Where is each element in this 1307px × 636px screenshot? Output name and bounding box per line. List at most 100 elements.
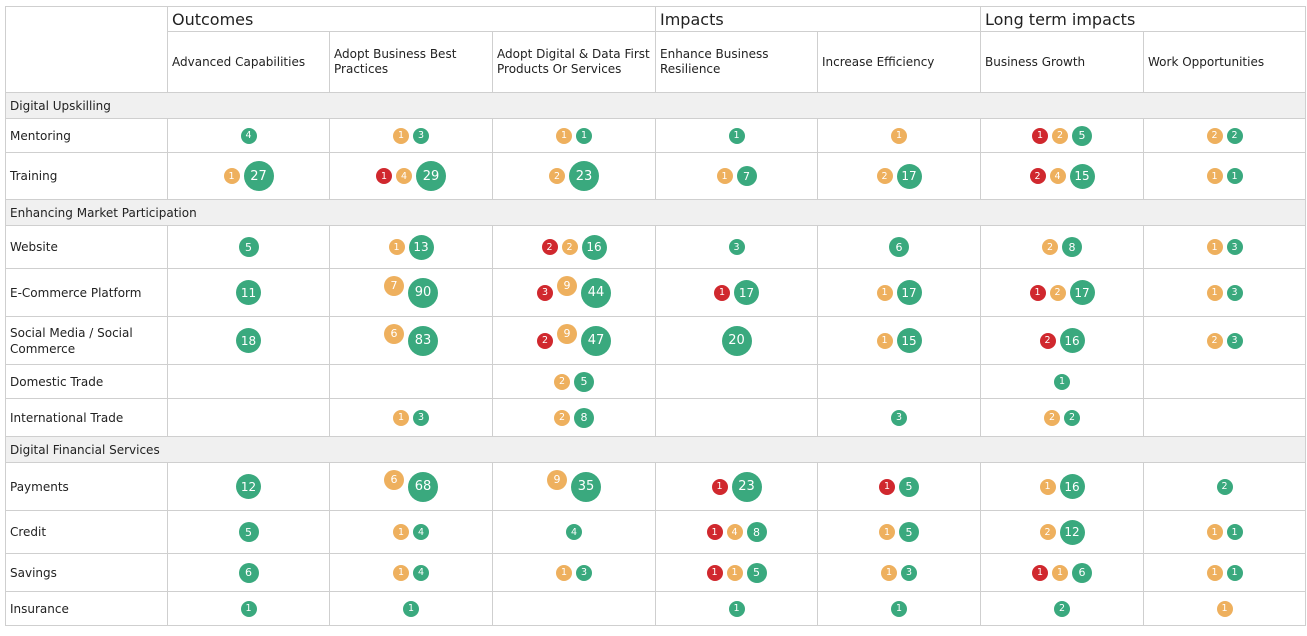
orange-count-bubble: 1 bbox=[1206, 524, 1223, 540]
matrix-cell bbox=[167, 398, 330, 437]
orange-count-bubble: 1 bbox=[1206, 239, 1223, 255]
orange-count-bubble: 1 bbox=[223, 168, 240, 184]
green-count-bubble: 1 bbox=[576, 127, 592, 144]
orange-count-bubble: 2 bbox=[1206, 127, 1223, 144]
row-label: Payments bbox=[5, 462, 168, 511]
green-count-bubble: 16 bbox=[1059, 474, 1085, 499]
green-count-bubble: 17 bbox=[1069, 280, 1095, 305]
green-count-bubble: 5 bbox=[746, 562, 767, 583]
column-header: Work Opportunities bbox=[1143, 31, 1306, 93]
orange-count-bubble: 6 bbox=[384, 469, 404, 490]
green-count-bubble: 23 bbox=[731, 471, 762, 502]
table-row: Website 5 1 13 2 2 16 3 6 2 8 1 3 bbox=[5, 225, 1306, 269]
column-header: Advanced Capabilities bbox=[167, 31, 330, 93]
green-count-bubble: 90 bbox=[408, 277, 438, 308]
matrix-cell: 1 13 bbox=[329, 225, 493, 269]
orange-count-bubble: 1 bbox=[388, 239, 405, 255]
section-label: Digital Financial Services bbox=[5, 436, 1306, 463]
green-count-bubble: 16 bbox=[581, 234, 607, 260]
green-count-bubble: 6 bbox=[1072, 562, 1092, 583]
table-row: Domestic Trade 2 5 1 bbox=[5, 364, 1306, 399]
row-label: Credit bbox=[5, 510, 168, 554]
red-count-bubble: 1 bbox=[706, 564, 723, 581]
table-row: Mentoring 4 1 3 1 1 1 1 1 2 5 2 2 bbox=[5, 118, 1306, 153]
corner-cell bbox=[5, 6, 168, 93]
green-count-bubble: 5 bbox=[574, 371, 594, 392]
green-count-bubble: 16 bbox=[1059, 328, 1085, 353]
row-label: Domestic Trade bbox=[5, 364, 168, 399]
matrix-cell: 6 bbox=[167, 553, 330, 592]
green-count-bubble: 27 bbox=[243, 161, 274, 191]
green-count-bubble: 1 bbox=[403, 600, 419, 617]
column-header: Adopt Business Best Practices bbox=[329, 31, 493, 93]
red-count-bubble: 1 bbox=[879, 478, 895, 495]
orange-count-bubble: 9 bbox=[557, 323, 577, 344]
column-header-row: Advanced Capabilities Adopt Business Best… bbox=[6, 31, 1306, 93]
orange-count-bubble: 4 bbox=[1049, 168, 1066, 184]
green-count-bubble: 15 bbox=[896, 328, 922, 353]
matrix-cell: 3 bbox=[817, 398, 981, 437]
orange-count-bubble: 1 bbox=[556, 564, 572, 581]
row-label: Mentoring bbox=[5, 118, 168, 153]
green-count-bubble: 8 bbox=[1062, 237, 1082, 257]
matrix-cell: 5 bbox=[167, 225, 330, 269]
green-count-bubble: 17 bbox=[896, 163, 922, 189]
green-count-bubble: 5 bbox=[238, 237, 259, 257]
matrix-cell: 1 bbox=[817, 591, 981, 626]
orange-count-bubble: 4 bbox=[726, 524, 743, 540]
matrix-cell: 1 bbox=[329, 591, 493, 626]
green-count-bubble: 3 bbox=[576, 564, 592, 581]
green-count-bubble: 3 bbox=[891, 409, 907, 426]
matrix-cell: 6 68 bbox=[329, 462, 493, 511]
red-count-bubble: 1 bbox=[376, 168, 392, 184]
orange-count-bubble: 1 bbox=[716, 168, 733, 184]
orange-count-bubble: 4 bbox=[396, 168, 412, 184]
matrix-cell: 2 16 bbox=[980, 316, 1144, 365]
matrix-cell: 29 47 bbox=[492, 316, 656, 365]
orange-count-bubble: 1 bbox=[556, 127, 572, 144]
green-count-bubble: 20 bbox=[721, 325, 752, 356]
green-count-bubble: 5 bbox=[238, 522, 259, 542]
orange-count-bubble: 1 bbox=[876, 332, 893, 349]
green-count-bubble: 17 bbox=[896, 280, 922, 305]
green-count-bubble: 29 bbox=[416, 161, 446, 191]
matrix-cell bbox=[329, 364, 493, 399]
matrix-cell bbox=[492, 591, 656, 626]
table-row: Social Media / Social Commerce 18 6 83 29 47 2… bbox=[5, 316, 1306, 365]
green-count-bubble: 1 bbox=[728, 127, 745, 144]
green-count-bubble: 35 bbox=[571, 471, 601, 502]
green-count-bubble: 83 bbox=[408, 325, 438, 356]
orange-count-bubble: 2 bbox=[549, 168, 565, 184]
orange-count-bubble: 1 bbox=[1052, 564, 1068, 581]
matrix-cell: 5 bbox=[167, 510, 330, 554]
green-count-bubble: 1 bbox=[728, 600, 745, 617]
green-count-bubble: 8 bbox=[746, 522, 767, 542]
matrix-cell: 3 bbox=[655, 225, 818, 269]
matrix-cell: 39 44 bbox=[492, 268, 656, 317]
table-row: Credit 5 1 4 4 1 4 8 1 5 2 12 1 1 bbox=[5, 510, 1306, 554]
green-count-bubble: 1 bbox=[240, 600, 257, 617]
red-count-bubble: 1 bbox=[1032, 127, 1048, 144]
impact-matrix-table: Outcomes Impacts Long term impacts Advanced… bbox=[5, 6, 1306, 626]
orange-count-bubble: 7 bbox=[384, 275, 404, 296]
green-count-bubble: 3 bbox=[1226, 332, 1243, 349]
orange-count-bubble: 2 bbox=[554, 409, 570, 426]
orange-count-bubble: 1 bbox=[1216, 600, 1233, 617]
green-count-bubble: 2 bbox=[1054, 600, 1070, 617]
green-count-bubble: 47 bbox=[581, 325, 611, 356]
section-row: Digital Financial Services bbox=[5, 436, 1306, 463]
green-count-bubble: 1 bbox=[1054, 373, 1070, 390]
orange-count-bubble: 2 bbox=[1042, 239, 1058, 255]
section-row: Enhancing Market Participation bbox=[5, 199, 1306, 226]
